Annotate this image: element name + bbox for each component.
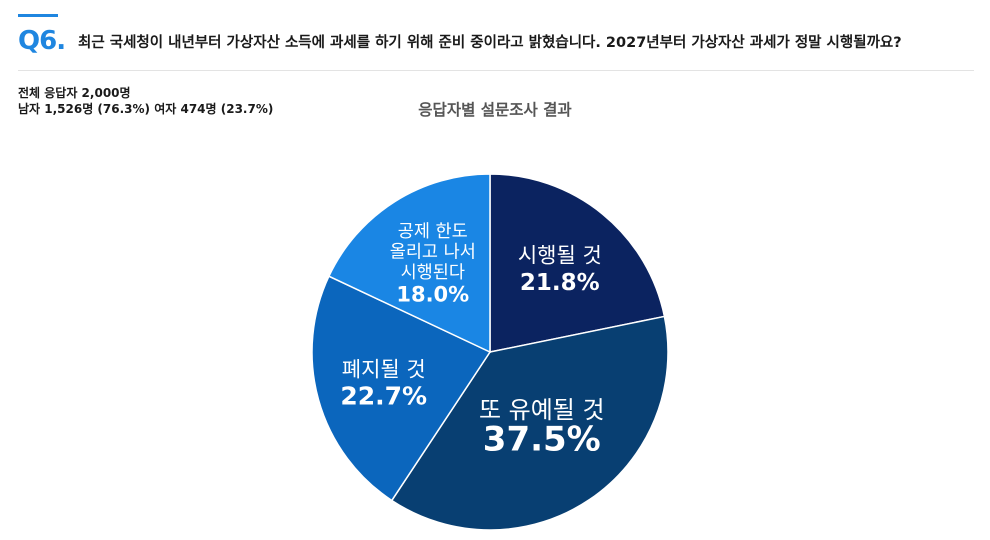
accent-bar	[18, 14, 58, 17]
slice-4-label-line-1: 공제 한도	[398, 222, 468, 242]
slice-2-label-line-1: 또 유예될 것	[479, 396, 605, 424]
pie-slice-1	[489, 173, 666, 353]
question-number: Q6.	[18, 26, 66, 56]
respondent-info: 전체 응답자 2,000명 남자 1,526명 (76.3%) 여자 474명 …	[18, 85, 273, 117]
slice-4-label-line-3: 시행된다	[401, 263, 465, 283]
header-divider	[18, 70, 974, 71]
slice-label-group-3: 폐지될 것22.7%	[340, 358, 427, 411]
slice-4-label-line-2: 올리고 나서	[390, 242, 476, 262]
pie-slice-2	[390, 315, 669, 531]
slice-1-label-line-1: 시행될 것	[518, 243, 602, 267]
slice-1-value: 21.8%	[520, 270, 600, 296]
slice-2-value: 37.5%	[483, 419, 601, 459]
question-text: 최근 국세청이 내년부터 가상자산 소득에 과세를 하기 위해 준비 중이라고 …	[78, 35, 902, 51]
slice-3-value: 22.7%	[340, 381, 427, 410]
slice-label-group-2: 또 유예될 것37.5%	[479, 396, 605, 459]
pie-slice-4	[327, 173, 491, 354]
slice-label-group-1: 시행될 것 21.8%	[518, 243, 602, 296]
chart-title: 응답자별 설문조사 결과	[418, 101, 572, 119]
respondent-breakdown: 남자 1,526명 (76.3%) 여자 474명 (23.7%)	[18, 102, 274, 116]
pie-slice-3	[311, 275, 492, 502]
slice-4-value: 18.0%	[396, 282, 469, 306]
slice-3-label-line-1: 폐지될 것	[342, 358, 426, 382]
respondent-total: 전체 응답자 2,000명	[18, 86, 131, 100]
